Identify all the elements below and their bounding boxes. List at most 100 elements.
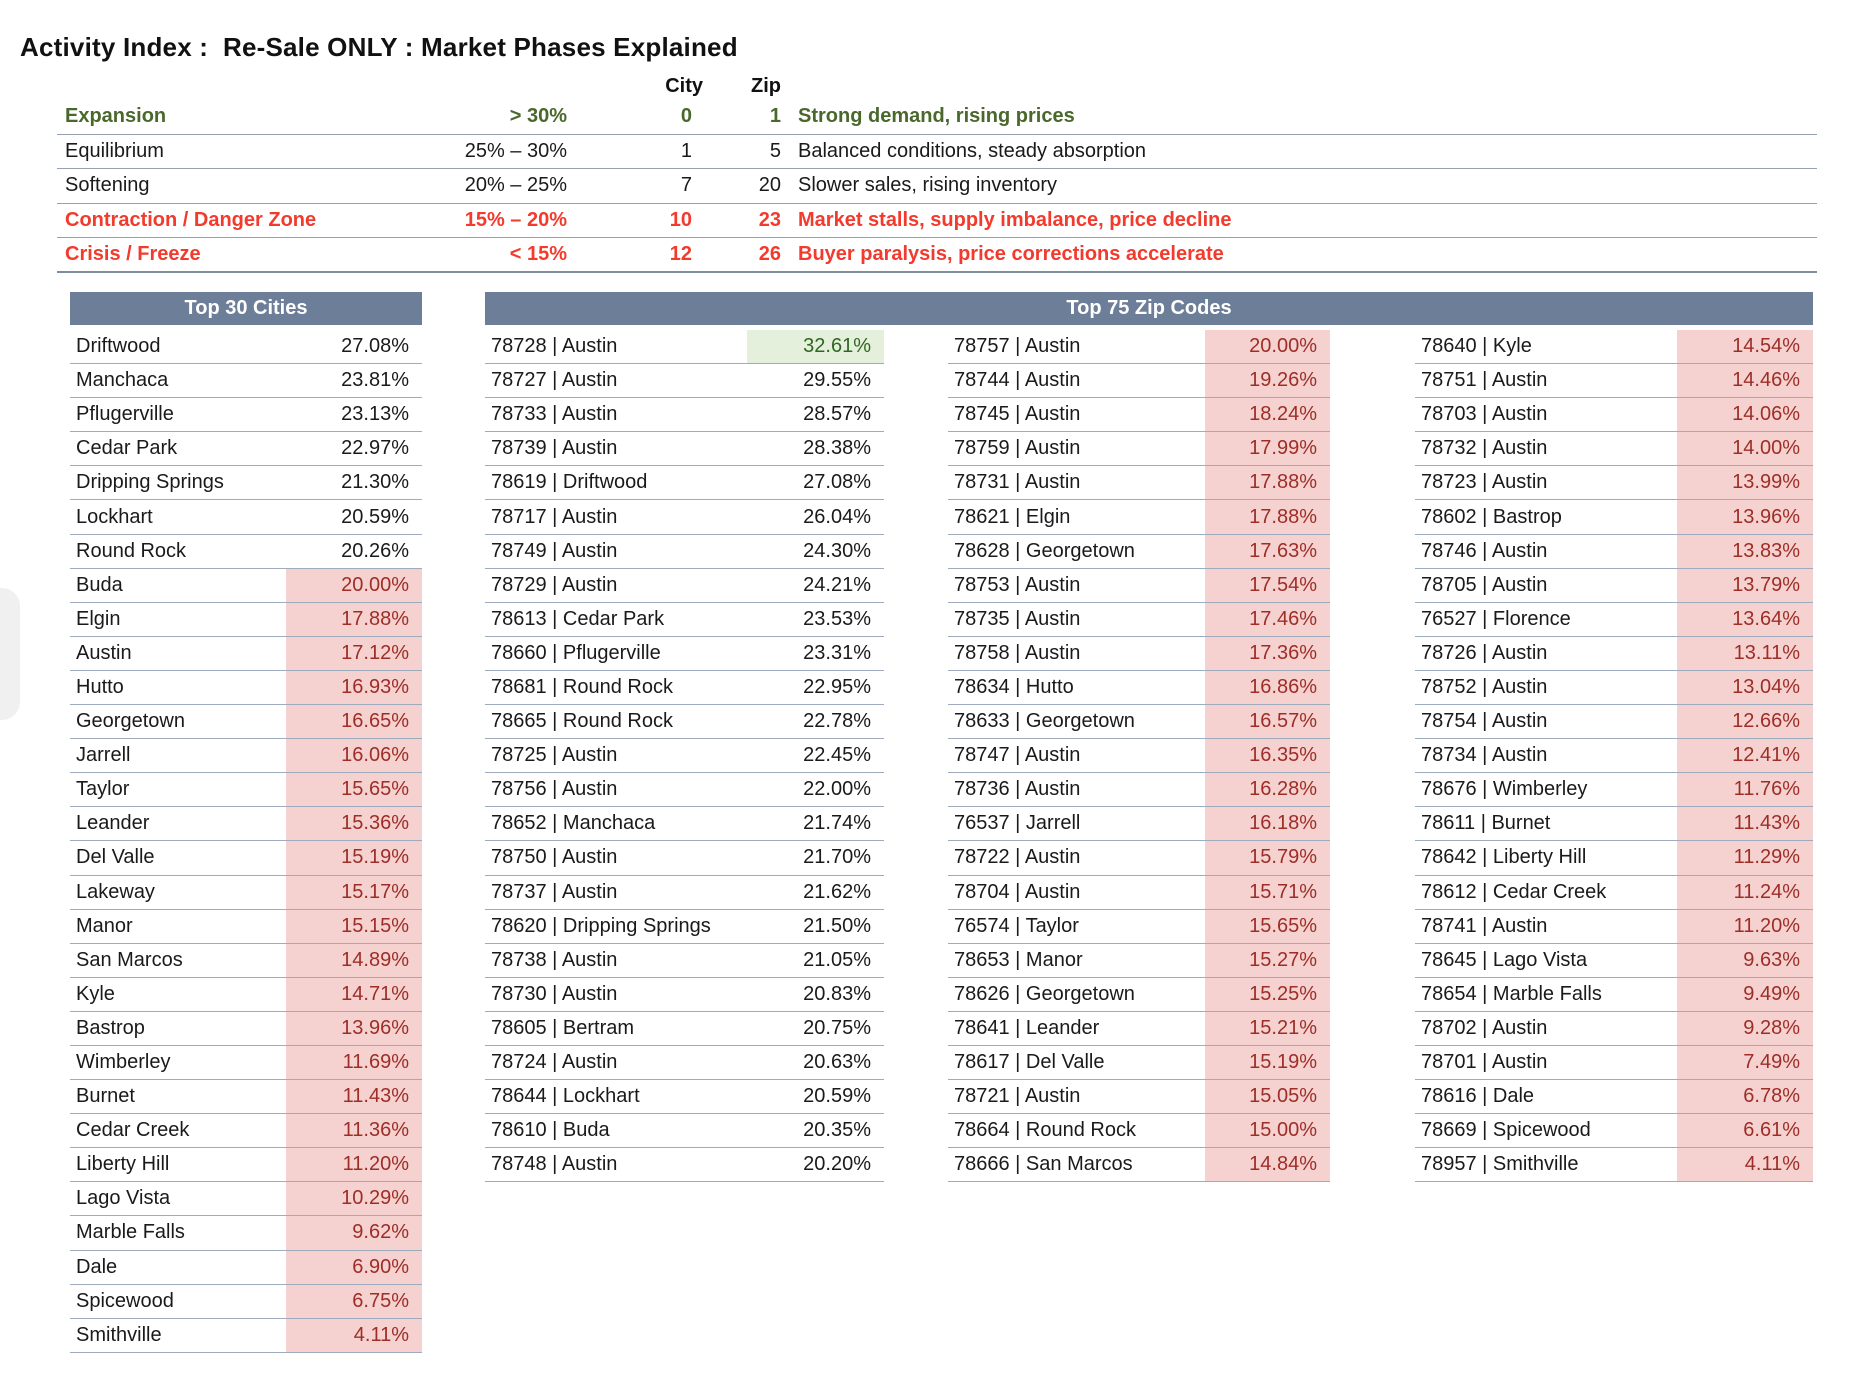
zip-activity-value: 4.11% [1677,1148,1813,1182]
city-activity-value: 27.08% [341,335,409,358]
city-activity-value: 20.00% [286,568,422,602]
phase-zip-count: 26 [758,242,781,265]
city-name: Buda [76,573,123,596]
zip-row: 78722 | Austin 15.79% [948,841,1330,876]
zip-row: 78611 | Burnet 11.43% [1415,807,1813,842]
phase-description: Market stalls, supply imbalance, price d… [798,208,1232,231]
city-activity-value: 11.20% [286,1148,422,1182]
zip-row: 78612 | Cedar Creek 11.24% [1415,875,1813,910]
zip-row: 78681 | Round Rock 22.95% [485,671,884,706]
city-name: Austin [76,641,132,664]
zip-city-label: 78733 | Austin [491,403,618,426]
zip-row: 78726 | Austin 13.11% [1415,636,1813,671]
zip-city-label: 78721 | Austin [954,1085,1081,1108]
zip-city-label: 78746 | Austin [1421,539,1548,562]
city-activity-value: 14.89% [286,943,422,977]
city-activity-value: 10.29% [286,1182,422,1216]
zip-city-label: 78744 | Austin [954,369,1081,392]
zip-row: 78652 | Manchaca 21.74% [485,807,884,842]
page-title: Activity Index : Re-Sale ONLY : Market P… [20,32,738,62]
city-name: Jarrell [76,744,131,767]
zip-row: 78757 | Austin 20.00% [948,330,1330,365]
zip-activity-value: 21.62% [803,880,871,903]
zip-activity-value: 7.49% [1677,1045,1813,1080]
zip-city-label: 78641 | Leander [954,1016,1100,1039]
zip-row: 76537 | Jarrell 16.18% [948,807,1330,842]
zip-row: 78756 | Austin 22.00% [485,773,884,808]
city-row: Liberty Hill 11.20% [70,1148,422,1183]
phase-row: Contraction / Danger Zone 15% – 20% 10 2… [57,204,1817,238]
column-header-city: City [665,74,703,97]
zip-row: 78626 | Georgetown 15.25% [948,977,1330,1012]
zip-city-label: 78676 | Wimberley [1421,778,1588,801]
city-activity-value: 13.96% [286,1011,422,1045]
zip-row: 78640 | Kyle 14.54% [1415,330,1813,365]
zip-city-label: 78701 | Austin [1421,1051,1548,1074]
zip-city-label: 78724 | Austin [491,1051,618,1074]
zip-row: 78735 | Austin 17.46% [948,602,1330,637]
window-edge-artifact [0,588,20,720]
phase-name: Equilibrium [65,139,164,162]
zip-row: 78957 | Smithville 4.11% [1415,1148,1813,1183]
zip-row: 78723 | Austin 13.99% [1415,466,1813,501]
city-name: Driftwood [76,335,161,358]
city-activity-value: 11.36% [286,1114,422,1148]
zip-city-label: 78613 | Cedar Park [491,607,665,630]
zip-row: 76574 | Taylor 15.65% [948,909,1330,944]
city-name: Lakeway [76,880,155,903]
zip-city-label: 78732 | Austin [1421,437,1548,460]
zip-row: 78617 | Del Valle 15.19% [948,1045,1330,1081]
city-activity-value: 11.69% [286,1045,422,1080]
zip-city-label: 78616 | Dale [1421,1085,1535,1108]
zip-codes-column-1: 78728 | Austin 32.61% 78727 | Austin 29.… [485,330,884,1183]
zip-activity-value: 23.31% [803,641,871,664]
zip-row: 78739 | Austin 28.38% [485,432,884,467]
zip-row: 78753 | Austin 17.54% [948,568,1330,603]
zip-activity-value: 17.36% [1205,636,1330,670]
city-name: Marble Falls [76,1221,185,1244]
city-row: Driftwood 27.08% [70,330,422,365]
city-name: Del Valle [76,846,155,869]
city-row: Dripping Springs 21.30% [70,466,422,501]
city-row: Spicewood 6.75% [70,1284,422,1319]
zip-city-label: 78612 | Cedar Creek [1421,880,1607,903]
zip-activity-value: 14.46% [1677,364,1813,398]
phase-name: Contraction / Danger Zone [65,208,317,231]
zip-activity-value: 32.61% [747,330,884,364]
zip-activity-value: 22.00% [803,778,871,801]
market-phases-table: City Zip Expansion > 30% 0 1 Strong dema… [57,72,1817,273]
zip-city-label: 78745 | Austin [954,403,1081,426]
phase-row: Expansion > 30% 0 1 Strong demand, risin… [57,100,1817,135]
zip-activity-value: 27.08% [803,471,871,494]
zip-activity-value: 9.49% [1677,977,1813,1011]
zip-activity-value: 9.28% [1677,1011,1813,1045]
zip-activity-value: 11.43% [1677,807,1813,841]
zip-row: 78642 | Liberty Hill 11.29% [1415,841,1813,876]
zip-activity-value: 16.18% [1205,807,1330,841]
city-name: Manor [76,914,133,937]
city-activity-value: 21.30% [341,471,409,494]
city-name: Kyle [76,982,115,1005]
zip-row: 78666 | San Marcos 14.84% [948,1148,1330,1183]
zip-activity-value: 13.79% [1677,568,1813,602]
zip-activity-value: 9.63% [1677,943,1813,977]
city-name: Round Rock [76,539,187,562]
city-name: Spicewood [76,1289,174,1312]
zip-row: 78732 | Austin 14.00% [1415,432,1813,467]
city-activity-value: 20.26% [341,539,409,562]
phase-description: Strong demand, rising prices [798,105,1075,128]
zip-city-label: 78653 | Manor [954,948,1083,971]
city-row: Burnet 11.43% [70,1080,422,1115]
zip-activity-value: 15.25% [1205,977,1330,1011]
city-activity-value: 15.36% [286,807,422,841]
zip-activity-value: 11.20% [1677,909,1813,943]
zip-row: 78616 | Dale 6.78% [1415,1080,1813,1115]
zip-city-label: 76537 | Jarrell [954,812,1081,835]
zip-activity-value: 16.35% [1205,739,1330,773]
zip-city-label: 78610 | Buda [491,1119,610,1142]
zip-city-label: 78681 | Round Rock [491,675,673,698]
zip-activity-value: 22.45% [803,744,871,767]
zip-activity-value: 13.83% [1677,534,1813,568]
zip-activity-value: 28.57% [803,403,871,426]
zip-row: 78733 | Austin 28.57% [485,398,884,433]
